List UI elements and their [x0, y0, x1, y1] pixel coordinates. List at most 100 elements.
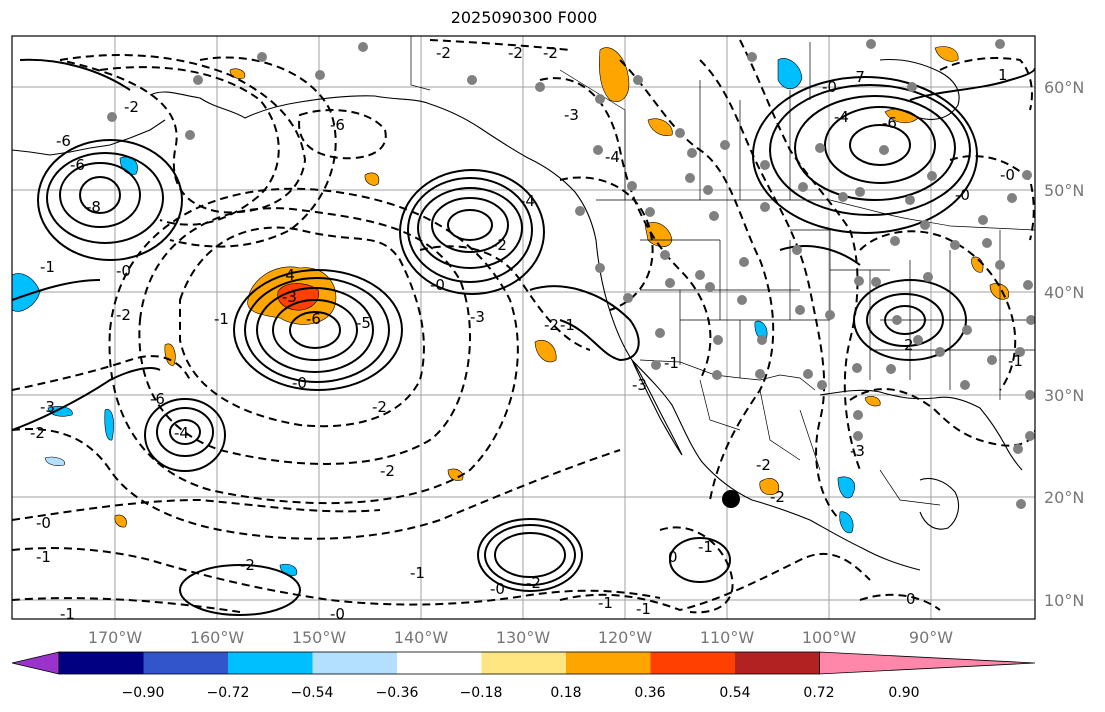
canada-provinces — [559, 42, 811, 200]
contour-label: -1 — [60, 605, 75, 623]
colorbar-tick-label: 0.36 — [634, 685, 665, 701]
colorbar-extend-low — [11, 651, 60, 675]
station-dot — [685, 173, 695, 183]
station-dot — [927, 171, 937, 181]
contour-neg — [138, 207, 471, 465]
contour-neg — [179, 226, 425, 428]
contour-label: -1 — [36, 548, 51, 566]
contour-neg — [12, 547, 661, 606]
high-ne-pacific — [407, 177, 533, 283]
station-dot — [853, 410, 863, 420]
red-patch — [277, 283, 320, 311]
dashed-contours — [12, 39, 1035, 614]
contour-label: -2 — [436, 44, 451, 62]
high-east-us — [853, 279, 967, 361]
station-dot — [1026, 315, 1035, 325]
contour-label: -0 — [292, 374, 307, 392]
station-dot — [185, 130, 195, 140]
lon-tick-label: 140°W — [394, 628, 449, 647]
station-dot — [913, 335, 923, 345]
station-dot — [879, 145, 889, 155]
station-dot — [713, 335, 723, 345]
alaska-coast — [149, 91, 597, 241]
contour-label: -3 — [470, 308, 485, 326]
yucatan — [919, 477, 960, 530]
contour-label: -8 — [86, 198, 101, 216]
station-dot — [798, 182, 808, 192]
contour-neg — [12, 428, 621, 540]
contour-zero — [669, 537, 731, 583]
contour-zero — [529, 285, 640, 362]
state-lines — [640, 229, 1035, 400]
station-dot — [890, 236, 900, 246]
lat-tick-labels: 60°N 50°N 40°N 30°N 20°N 10°N — [1044, 78, 1084, 610]
contour-zero — [19, 58, 131, 91]
high-central-pacific — [233, 269, 403, 391]
lon-tick-label: 110°W — [700, 628, 755, 647]
colorbar-segment — [397, 652, 482, 674]
station-dot — [595, 94, 605, 104]
high-south-pacific — [169, 419, 201, 445]
lon-tick-label: 170°W — [88, 628, 143, 647]
lon-tick-label: 90°W — [909, 628, 953, 647]
lat-tick-label: 50°N — [1044, 181, 1084, 200]
contour-label: -1 — [214, 310, 229, 328]
station-dots — [107, 39, 1035, 509]
contour-neg — [739, 39, 861, 471]
orange-patch — [934, 46, 959, 62]
station-dot — [760, 160, 770, 170]
station-dot — [193, 75, 203, 85]
contour-label: -1 — [664, 354, 679, 372]
contour-label: -2 — [240, 556, 255, 574]
orange-patch — [864, 396, 881, 407]
contour-label: -0 — [955, 186, 970, 204]
contour-label: -2 — [124, 98, 139, 116]
high-west-pacific — [37, 139, 183, 261]
station-dot — [852, 363, 862, 373]
high-canada — [824, 106, 936, 184]
station-dot — [709, 211, 719, 221]
contour-label: -1 — [1008, 352, 1023, 370]
station-dot — [665, 278, 675, 288]
station-dot — [535, 82, 545, 92]
contour-labels: -2 -2 -2 -2 -3 -4 -6 -7 -4 -6 -8 -1 -0 -… — [30, 44, 1023, 623]
contour-neg — [12, 498, 381, 521]
contour-label: -1 — [560, 316, 575, 334]
high-east-us — [866, 293, 944, 347]
contour-label: 2 — [904, 336, 914, 354]
contour-zero — [12, 279, 101, 301]
lat-tick-label: 40°N — [1044, 283, 1084, 302]
station-dot — [747, 52, 757, 62]
map-frame — [11, 35, 1036, 620]
station-dot — [757, 335, 767, 345]
contour-label: -4 — [520, 192, 535, 210]
light-blue-patch — [44, 456, 66, 466]
contour-label: -3 — [632, 376, 647, 394]
colorbar-segment — [481, 652, 567, 674]
orange-patch — [647, 118, 673, 136]
contour-zero — [909, 67, 1035, 101]
center-point-marker — [722, 490, 740, 508]
station-dot — [655, 328, 665, 338]
station-dot — [987, 355, 997, 365]
high-south-pacific — [156, 407, 214, 457]
station-dot — [803, 369, 813, 379]
high-west-pacific — [59, 162, 141, 228]
station-dot — [871, 277, 881, 287]
colorbar-tick-label: 0.72 — [803, 685, 834, 701]
high-south-pacific — [144, 398, 226, 472]
station-dot — [703, 185, 713, 195]
lat-tick-label: 20°N — [1044, 488, 1084, 507]
station-dot — [315, 70, 325, 80]
contour-label: -6 — [56, 132, 71, 150]
station-dot — [886, 364, 896, 374]
high-ne-pacific — [417, 187, 523, 269]
contour-neg — [659, 526, 734, 614]
contour-label: 0 — [906, 590, 916, 608]
contour-label: -4 — [605, 148, 620, 166]
contour-neg — [559, 552, 871, 612]
contour-label: -0 — [822, 78, 837, 96]
lon-tick-label: 150°W — [292, 628, 347, 647]
lat-tick-label: 30°N — [1044, 386, 1084, 405]
colorbar-segment — [566, 652, 651, 674]
